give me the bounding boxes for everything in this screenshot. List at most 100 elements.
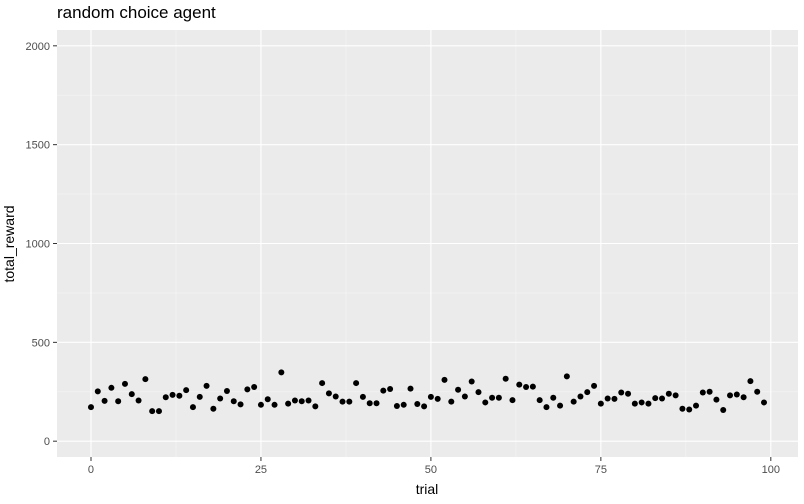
x-tick-label: 50	[425, 464, 437, 476]
data-point	[189, 404, 196, 411]
data-point	[319, 380, 326, 387]
data-point	[237, 401, 244, 408]
data-point	[706, 388, 713, 395]
data-point	[346, 398, 353, 405]
data-point	[400, 401, 407, 408]
data-point	[257, 401, 264, 408]
data-point	[638, 399, 645, 406]
x-axis-title: trial	[416, 481, 439, 497]
data-point	[101, 397, 108, 404]
data-point	[448, 398, 455, 405]
data-point	[597, 400, 604, 407]
x-tick-label: 0	[88, 464, 94, 476]
data-points	[87, 369, 768, 415]
data-point	[128, 391, 135, 398]
y-tick-label: 0	[44, 436, 50, 448]
x-tick-label: 25	[255, 464, 267, 476]
data-point	[353, 380, 360, 387]
data-point	[210, 405, 217, 412]
data-point	[720, 406, 727, 413]
data-point	[359, 393, 366, 400]
y-axis-title: total_reward	[1, 205, 17, 282]
data-point	[264, 396, 271, 403]
data-point	[529, 383, 536, 390]
data-point	[652, 395, 659, 402]
data-point	[577, 393, 584, 400]
data-point	[604, 395, 611, 402]
y-tick-label: 2000	[26, 41, 50, 53]
data-point	[563, 373, 570, 380]
data-point	[523, 384, 530, 391]
data-point	[665, 390, 672, 397]
data-point	[482, 399, 489, 406]
data-point	[149, 408, 156, 415]
data-point	[550, 394, 557, 401]
data-point	[625, 390, 632, 397]
data-point	[713, 396, 720, 403]
data-point	[325, 390, 332, 397]
data-point	[298, 398, 305, 405]
data-point	[557, 402, 564, 409]
y-tick-label: 1000	[26, 239, 50, 251]
data-point	[278, 369, 285, 376]
x-tick-label: 75	[595, 464, 607, 476]
data-point	[584, 389, 591, 396]
data-point	[645, 400, 652, 407]
data-point	[108, 384, 115, 391]
data-point	[631, 400, 638, 407]
data-point	[169, 391, 176, 398]
data-point	[162, 394, 169, 401]
data-point	[672, 392, 679, 399]
data-point	[271, 401, 278, 408]
data-point	[244, 386, 251, 393]
data-point	[196, 393, 203, 400]
data-point	[475, 389, 482, 396]
data-point	[455, 386, 462, 393]
data-point	[373, 400, 380, 407]
data-point	[407, 385, 414, 392]
data-point	[312, 403, 319, 410]
data-point	[659, 395, 666, 402]
data-point	[223, 387, 230, 394]
x-tick-label: 100	[762, 464, 780, 476]
data-point	[217, 395, 224, 402]
data-point	[502, 375, 509, 382]
data-point	[230, 398, 237, 405]
data-point	[414, 401, 421, 408]
data-point	[536, 397, 543, 404]
data-point	[393, 402, 400, 409]
data-point	[733, 391, 740, 398]
data-point	[183, 387, 190, 394]
data-point	[461, 393, 468, 400]
data-point	[495, 394, 502, 401]
data-point	[543, 404, 550, 411]
data-point	[305, 397, 312, 404]
data-point	[291, 397, 298, 404]
data-point	[332, 393, 339, 400]
data-point	[380, 387, 387, 394]
data-point	[155, 408, 162, 415]
data-point	[135, 397, 142, 404]
data-point	[740, 394, 747, 401]
data-point	[285, 400, 292, 407]
data-point	[611, 395, 618, 402]
data-point	[251, 384, 258, 391]
data-point	[686, 406, 693, 413]
data-point	[421, 403, 428, 410]
data-point	[94, 388, 101, 395]
data-point	[618, 389, 625, 396]
data-point	[87, 404, 94, 411]
data-point	[591, 382, 598, 389]
data-point	[468, 378, 475, 385]
data-point	[366, 400, 373, 407]
gridlines	[57, 30, 798, 457]
data-point	[203, 382, 210, 389]
data-point	[570, 398, 577, 405]
data-point	[142, 376, 149, 383]
y-tick-label: 500	[32, 337, 50, 349]
data-point	[761, 399, 768, 406]
data-point	[115, 398, 122, 405]
data-point	[121, 380, 128, 387]
